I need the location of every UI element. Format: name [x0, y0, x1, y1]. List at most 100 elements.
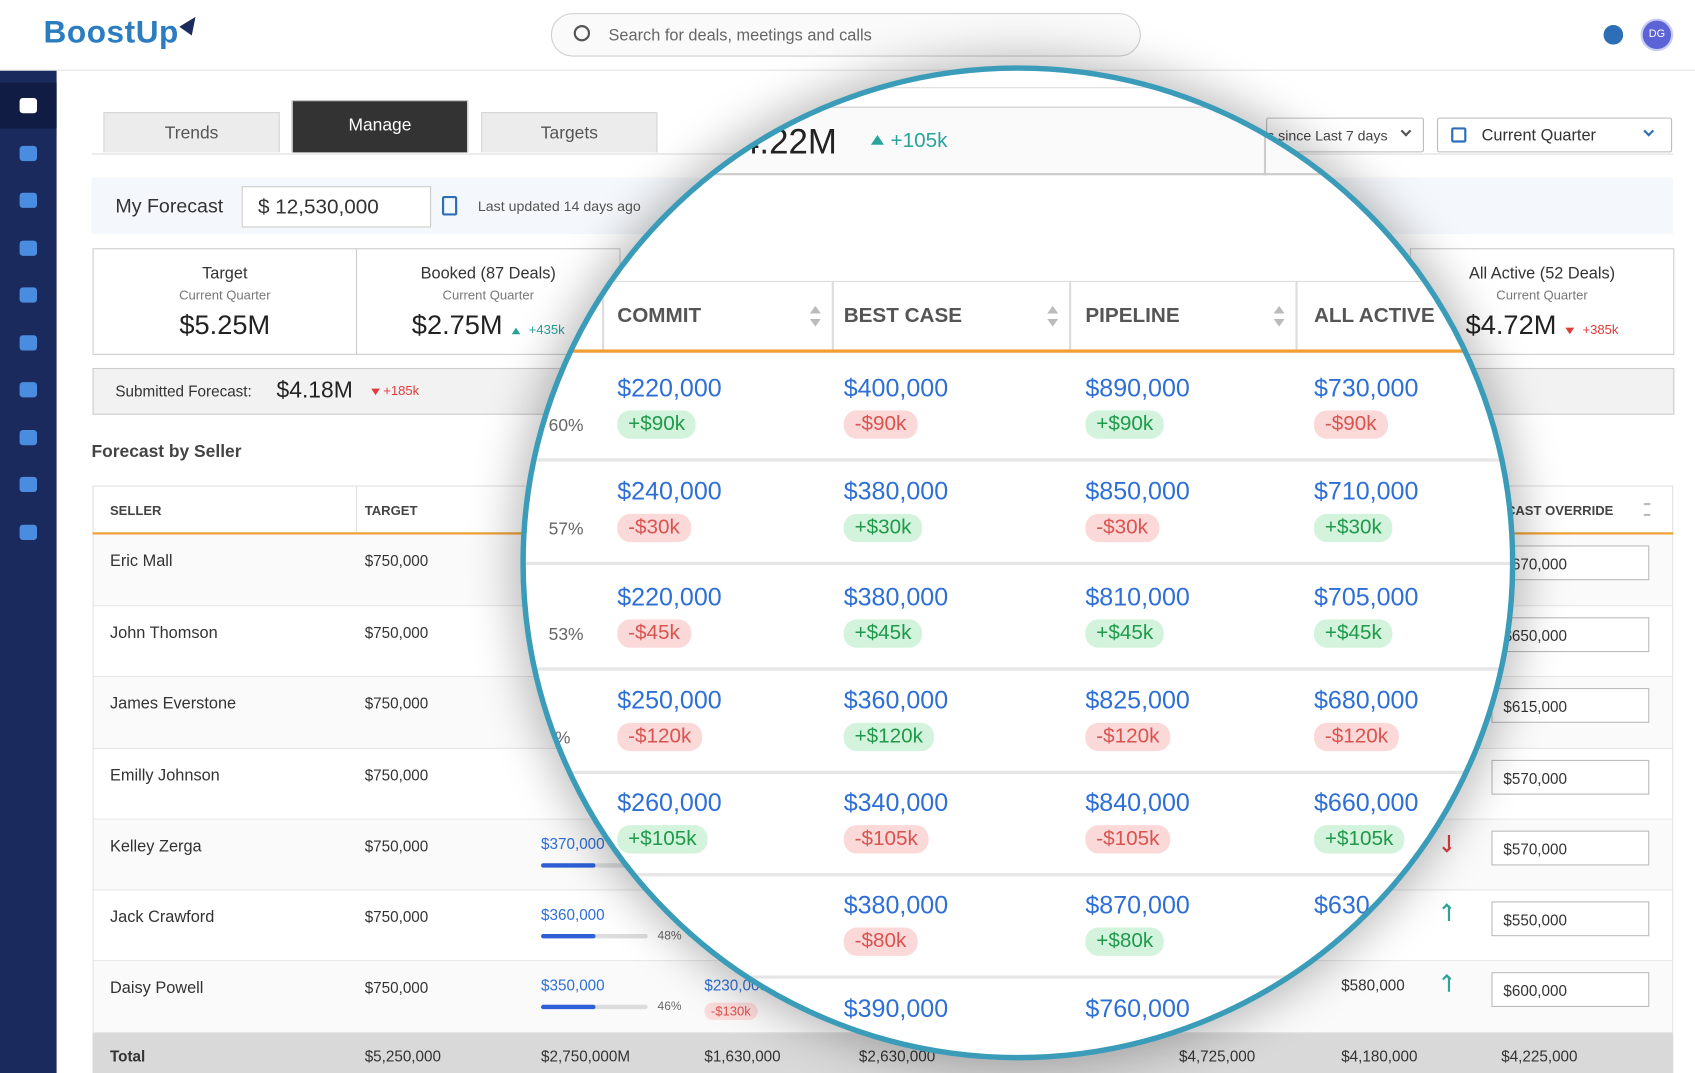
tab[interactable]: Trends — [103, 112, 280, 153]
target: $750,000 — [364, 837, 429, 855]
forecast-updated: Last updated 14 days ago — [477, 198, 641, 215]
kpi-value: $5.25M — [179, 310, 271, 341]
sidebar-icon[interactable] — [19, 334, 38, 350]
kpi-delta-arrow — [511, 327, 521, 335]
kpi-title: Target — [202, 264, 248, 284]
override-input[interactable]: $670,000 — [1491, 545, 1650, 581]
total-cell: $4,225,000 — [1501, 1047, 1578, 1065]
kpi-value-row: $4.72M +385k — [1411, 310, 1673, 342]
target: $750,000 — [364, 694, 429, 712]
booked: $350,000 — [541, 976, 605, 994]
kpi-delta-arrow — [1565, 327, 1574, 335]
seller-name: Jack Crawford — [109, 907, 215, 927]
commit-delta: -$130k — [704, 1002, 758, 1021]
search-box[interactable]: Search for deals, meetings and calls — [550, 13, 1141, 57]
total-cell: Total — [109, 1047, 146, 1065]
override-input[interactable]: $570,000 — [1491, 830, 1650, 866]
sort-icon — [1643, 502, 1651, 517]
header-divider — [355, 485, 358, 534]
override-input[interactable]: $650,000 — [1491, 617, 1650, 653]
submitted-arrow — [371, 388, 380, 396]
kpi-value-row: $2.75M +435k — [357, 310, 619, 342]
kpi-subtitle: Current Quarter — [1496, 287, 1588, 303]
kpi-delta: +435k — [528, 322, 565, 338]
sidebar-icon[interactable] — [19, 240, 38, 256]
target: $750,000 — [364, 978, 429, 997]
forecast-label: My Forecast — [115, 194, 224, 217]
booked-pct: 48% — [657, 929, 682, 943]
trend-arrow — [1447, 834, 1451, 851]
total-cell: $1,630,000 — [704, 1047, 781, 1065]
total-cell: $2,630,000 — [858, 1047, 936, 1065]
total-cell: $5,250,000 — [364, 1047, 441, 1065]
kpi-subtitle: Current Quarter — [442, 287, 534, 303]
total-cell: $4,180,000 — [1341, 1047, 1418, 1065]
sidebar-icon[interactable] — [19, 476, 38, 493]
kpi-value: $4.72M — [1465, 310, 1557, 341]
booked: $370,000 — [541, 834, 605, 853]
submitted-value: $4.18M — [276, 377, 353, 403]
booked-pct: 46% — [657, 1000, 682, 1014]
forecast-icon — [441, 195, 458, 216]
progress-fill — [541, 863, 596, 868]
trend-arrow — [1447, 905, 1451, 921]
magnifier-ring — [520, 65, 1516, 1061]
seller-name: Kelley Zerga — [109, 837, 202, 856]
changes-label: s since Last 7 days — [1267, 127, 1388, 144]
submitted-label: Submitted Forecast: — [115, 382, 252, 400]
kpi-card: Target Current Quarter $5.25M — [92, 248, 358, 355]
sidebar-icon[interactable] — [19, 192, 38, 208]
settings-icon[interactable] — [1603, 25, 1624, 45]
seller-name: John Thomson — [109, 623, 218, 643]
progress-fill — [541, 934, 596, 939]
override-input[interactable]: $615,000 — [1491, 688, 1650, 723]
kpi-title: All Active (52 Deals) — [1468, 264, 1616, 284]
sidebar-icon[interactable] — [19, 287, 38, 303]
override-input[interactable]: $600,000 — [1491, 972, 1650, 1007]
target: $750,000 — [364, 551, 429, 570]
override-input[interactable]: $550,000 — [1491, 901, 1650, 937]
period-filter[interactable]: Current Quarter — [1436, 117, 1673, 153]
total-cell: $4,725,000 — [1178, 1047, 1256, 1065]
calendar-icon — [1451, 127, 1467, 143]
sidebar — [0, 70, 57, 1073]
period-label: Current Quarter — [1481, 126, 1596, 145]
forecast-input[interactable]: $ 12,530,000 — [241, 186, 432, 228]
kpi-value: $2.75M — [411, 310, 503, 341]
section-title: Forecast by Seller — [91, 443, 242, 462]
target: $750,000 — [364, 766, 429, 784]
chevron — [1643, 125, 1655, 137]
logo: BoostUp — [43, 15, 179, 51]
sidebar-icon[interactable] — [19, 145, 38, 161]
seller-name: Daisy Powell — [109, 978, 204, 998]
total-cell: $2,750,000M — [541, 1047, 631, 1065]
tab[interactable]: Manage — [291, 100, 469, 153]
submitted-delta: +185k — [383, 383, 420, 399]
sidebar-icon[interactable] — [19, 382, 38, 398]
submitted: $580,000 — [1341, 976, 1405, 994]
sidebar-icon[interactable] — [19, 429, 38, 445]
seller-name: Emilly Johnson — [109, 766, 220, 785]
seller-name: Eric Mall — [109, 551, 173, 571]
seller-name: James Everstone — [109, 694, 237, 714]
tab[interactable]: Targets — [481, 112, 658, 153]
kpi-value-row: $5.25M — [94, 310, 356, 342]
target: $750,000 — [364, 907, 429, 926]
kpi-title: Booked (87 Deals) — [420, 264, 556, 284]
search-placeholder: Search for deals, meetings and calls — [608, 26, 872, 45]
target: $750,000 — [364, 623, 429, 642]
override-input[interactable]: $570,000 — [1491, 759, 1650, 795]
progress-fill — [541, 1004, 596, 1010]
avatar[interactable]: DG — [1640, 18, 1674, 52]
booked: $360,000 — [541, 905, 605, 924]
sidebar-icon[interactable] — [19, 524, 38, 540]
kpi-subtitle: Current Quarter — [179, 287, 271, 303]
column-header: TARGET — [364, 502, 418, 519]
sidebar-icon[interactable] — [19, 97, 38, 114]
column-header: SELLER — [109, 502, 162, 519]
trend-arrow — [1447, 976, 1451, 992]
chevron — [1400, 125, 1412, 137]
search-icon — [573, 25, 591, 42]
